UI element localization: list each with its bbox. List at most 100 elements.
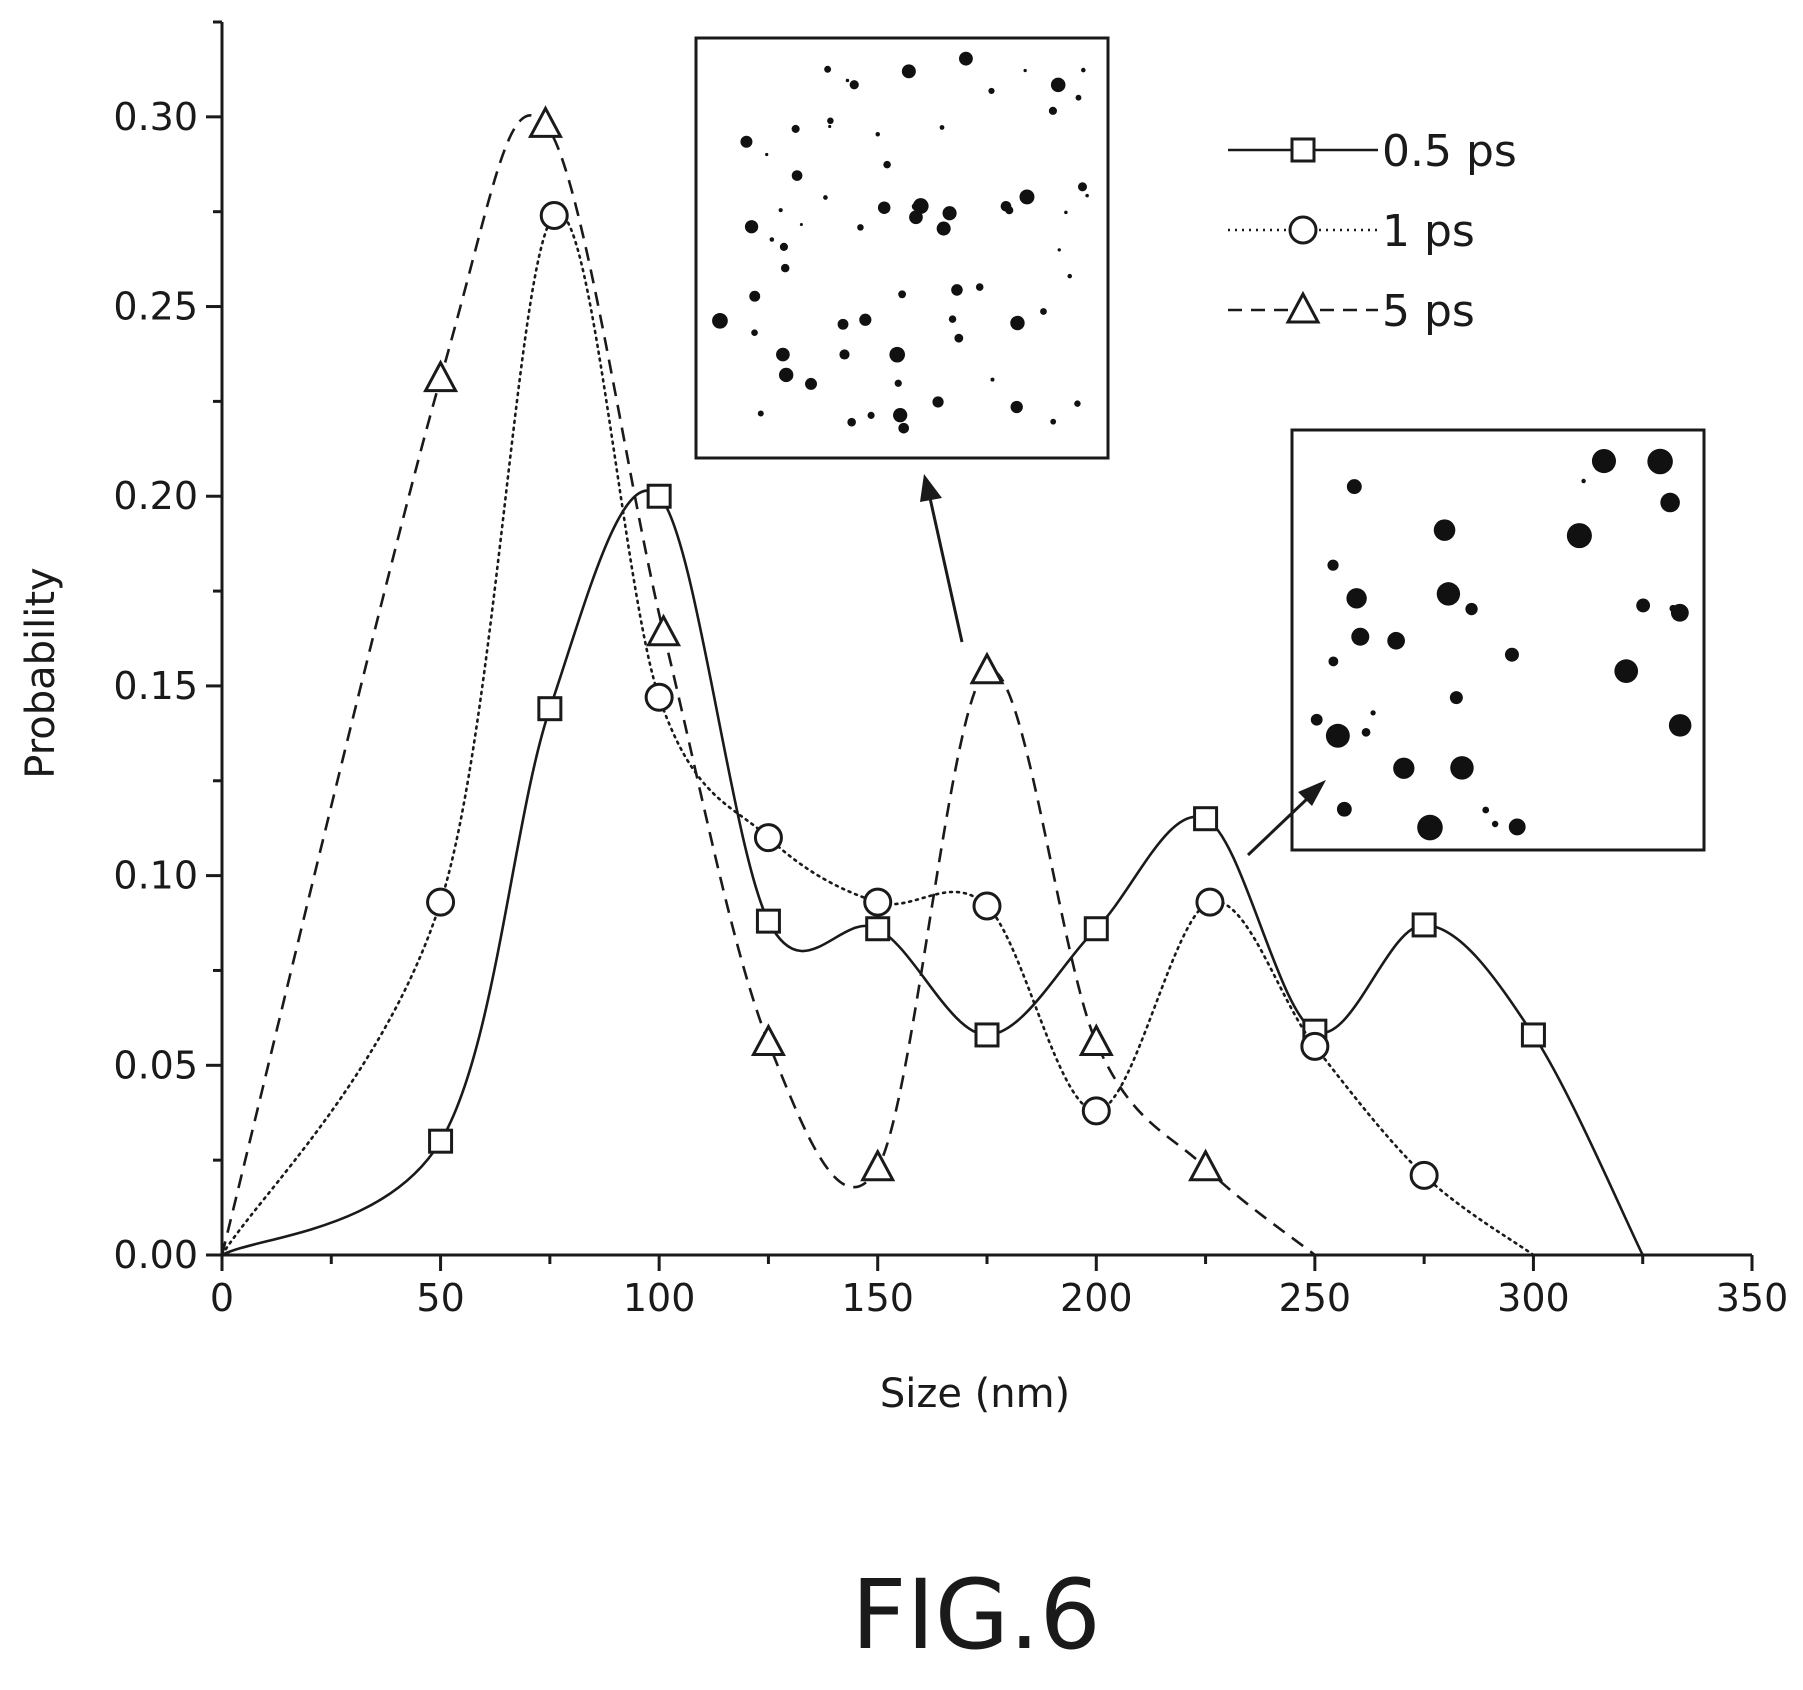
arrow-to-inset-1 — [928, 497, 964, 643]
particle — [805, 377, 818, 390]
particle — [912, 198, 929, 214]
particle — [1048, 106, 1057, 115]
data-point — [750, 1023, 786, 1057]
particle — [1336, 801, 1352, 817]
legend-marker — [1290, 137, 1316, 163]
arrowhead-icon — [1298, 780, 1326, 806]
particle — [1081, 67, 1086, 73]
data-point — [1188, 1148, 1224, 1182]
particle — [778, 208, 783, 213]
particle — [1581, 478, 1586, 484]
particle — [828, 124, 832, 129]
series-layer — [220, 105, 1644, 1257]
particle — [1328, 656, 1339, 667]
particle — [1019, 189, 1035, 205]
inset-micrograph-small-particles — [694, 36, 1110, 460]
data-point — [755, 908, 781, 934]
particle — [1614, 659, 1639, 683]
arrows — [920, 474, 1326, 857]
figure-caption: FIG.6 — [851, 1559, 1101, 1671]
data-point — [1193, 806, 1219, 832]
particle — [1064, 210, 1068, 215]
data-point — [646, 613, 682, 647]
data-point — [1081, 1096, 1111, 1126]
particle — [839, 349, 850, 360]
data-point — [426, 887, 456, 917]
data-point — [969, 651, 1005, 685]
particle — [845, 78, 850, 83]
y-tick-label: 0.00 — [113, 1233, 198, 1277]
particle — [1000, 200, 1012, 212]
x-tick-label: 300 — [1497, 1276, 1570, 1320]
particle — [823, 195, 828, 200]
particle — [1504, 647, 1519, 662]
particle — [1670, 603, 1689, 622]
particle — [1346, 588, 1367, 609]
particle — [779, 242, 788, 251]
particle — [1327, 559, 1339, 571]
particle — [791, 170, 803, 181]
y-tick-label: 0.25 — [113, 285, 198, 329]
particle — [1074, 400, 1081, 407]
particle — [1465, 602, 1478, 616]
particle — [757, 410, 764, 417]
particle — [988, 87, 995, 95]
particle — [1050, 77, 1066, 93]
data-point — [423, 359, 459, 393]
series-circle — [220, 200, 1535, 1257]
particle — [1325, 723, 1350, 748]
data-point — [972, 891, 1002, 921]
legend-label: 5 ps — [1382, 286, 1475, 337]
particle — [1393, 757, 1415, 779]
y-tick-label: 0.05 — [113, 1043, 198, 1087]
particle — [942, 206, 957, 221]
particle — [1491, 820, 1499, 828]
particle — [932, 396, 944, 408]
y-tick-label: 0.20 — [113, 474, 198, 518]
particle — [1361, 727, 1371, 737]
particle — [1040, 308, 1047, 315]
particle — [1010, 400, 1023, 414]
particle — [1660, 492, 1680, 513]
data-point — [539, 200, 569, 230]
x-axis-label: Size (nm) — [880, 1371, 1070, 1417]
particle — [939, 125, 945, 130]
data-point — [865, 916, 891, 942]
particle — [791, 124, 800, 133]
particle — [951, 284, 963, 296]
particle — [990, 377, 995, 382]
legend-item: 1 ps — [1228, 206, 1475, 257]
particle — [778, 367, 794, 383]
particle — [751, 329, 758, 336]
particle — [1023, 68, 1027, 73]
particle — [776, 347, 790, 362]
particle — [1647, 448, 1673, 475]
particle — [780, 263, 790, 273]
particle — [893, 408, 908, 423]
particle — [1075, 94, 1082, 101]
particle — [827, 117, 834, 125]
particle — [1310, 713, 1323, 726]
data-point — [1409, 1160, 1439, 1190]
data-point — [428, 1128, 454, 1154]
y-tick-label: 0.10 — [113, 854, 198, 898]
y-tick-label: 0.30 — [113, 95, 198, 139]
particle — [954, 333, 964, 343]
data-point — [1300, 1031, 1330, 1061]
legend-marker — [1288, 215, 1318, 245]
particle — [889, 346, 906, 363]
particle — [859, 313, 872, 326]
particle — [1067, 273, 1072, 279]
particle — [1417, 814, 1443, 841]
legend-label: 0.5 ps — [1382, 126, 1517, 177]
y-tick-label: 0.15 — [113, 664, 198, 708]
series-triangle — [220, 105, 1316, 1257]
y-axis-label: Probability — [18, 567, 64, 778]
series-line — [220, 212, 1535, 1257]
particle — [1010, 315, 1025, 331]
legend: 0.5 ps 1 ps 5 ps — [1228, 126, 1517, 337]
particle — [1050, 418, 1057, 425]
arrow-to-inset-2 — [1246, 796, 1310, 857]
legend-item: 0.5 ps — [1228, 126, 1517, 177]
